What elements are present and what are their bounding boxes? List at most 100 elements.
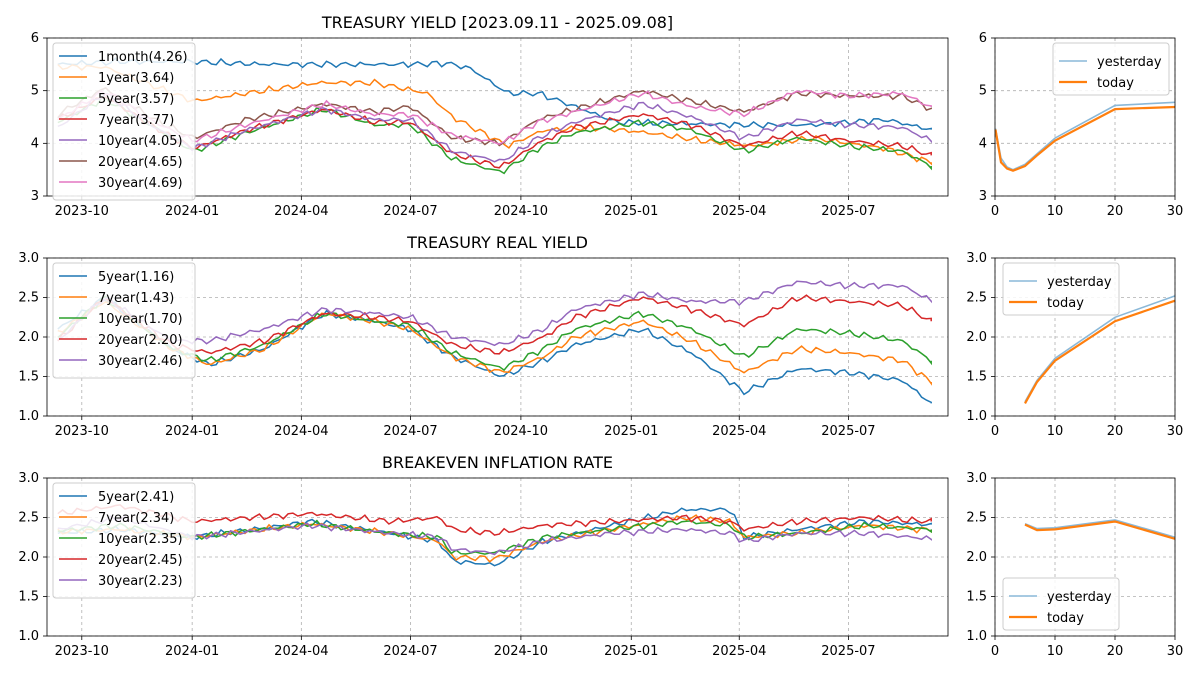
curve-chart-nominal: 3 4 5 6 0 10 20 30 yesterday today bbox=[979, 31, 1184, 219]
legend-label: 10year(1.70) bbox=[98, 312, 183, 327]
chart-nominal: TREASURY YIELD [2023.09.11 - 2025.09.08]… bbox=[31, 13, 949, 219]
curve-legend-label: yesterday bbox=[1097, 55, 1162, 70]
series-line-0 bbox=[57, 507, 932, 567]
x-tick-label: 2025-07 bbox=[821, 424, 875, 439]
legend-box bbox=[52, 42, 196, 201]
y-tick-label: 1.5 bbox=[18, 370, 39, 385]
chart-real: TREASURY REAL YIELD 1.0 1.5 2.0 2.5 3.0 2023-1… bbox=[18, 233, 949, 439]
legend-label: 1year(3.64) bbox=[98, 71, 174, 86]
x-tick-label: 30 bbox=[1167, 424, 1184, 439]
y-tick-label: 5 bbox=[31, 84, 39, 99]
y-tick-label: 3.0 bbox=[18, 471, 39, 486]
y-tick-label: 1.5 bbox=[966, 370, 987, 385]
y-tick-label: 6 bbox=[979, 31, 987, 46]
y-tick-label: 5 bbox=[979, 84, 987, 99]
legend-label: 10year(2.35) bbox=[98, 532, 183, 547]
y-tick-label: 1.0 bbox=[18, 409, 39, 424]
curve-line-yesterday bbox=[1024, 519, 1176, 539]
chart-title: BREAKEVEN INFLATION RATE bbox=[382, 453, 613, 472]
y-tick-label: 1.5 bbox=[18, 590, 39, 605]
x-tick-label: 2024-07 bbox=[383, 424, 437, 439]
curve-chart-real: 1.0 1.5 2.0 2.5 3.0 0 10 20 30 yesterday today bbox=[966, 251, 1183, 439]
y-tick-label: 2.0 bbox=[18, 550, 39, 565]
y-tick-label: 3 bbox=[979, 189, 987, 204]
curve-frame bbox=[994, 477, 1176, 637]
y-tick-label: 2.0 bbox=[18, 330, 39, 345]
x-tick-label: 2025-04 bbox=[712, 424, 766, 439]
legend-label: 5year(1.16) bbox=[98, 270, 174, 285]
legend: 5year(1.16) 7year(1.43) 10year(1.70) 20year… bbox=[52, 262, 196, 379]
legend-label: 5year(2.41) bbox=[98, 490, 174, 505]
x-tick-label: 2024-07 bbox=[383, 644, 437, 659]
legend-label: 30year(4.69) bbox=[98, 176, 183, 191]
y-tick-label: 2.5 bbox=[18, 291, 39, 306]
legend-label: 5year(3.57) bbox=[98, 92, 174, 107]
y-tick-label: 4 bbox=[31, 136, 39, 151]
x-tick-label: 2024-10 bbox=[494, 204, 548, 219]
curve-line-today bbox=[994, 105, 1176, 172]
x-tick-label: 10 bbox=[1047, 644, 1064, 659]
y-tick-label: 3.0 bbox=[18, 251, 39, 266]
x-tick-label: 2024-04 bbox=[274, 644, 328, 659]
x-tick-label: 2024-07 bbox=[383, 204, 437, 219]
series-line-1 bbox=[57, 63, 932, 166]
legend-label: 20year(2.45) bbox=[98, 553, 183, 568]
x-tick-label: 0 bbox=[991, 644, 999, 659]
curve-chart-breakeven: 1.0 1.5 2.0 2.5 3.0 0 10 20 30 yesterday today bbox=[966, 471, 1183, 659]
curve-legend: yesterday today bbox=[1002, 262, 1120, 316]
series-line-3 bbox=[57, 96, 932, 169]
x-tick-label: 10 bbox=[1047, 424, 1064, 439]
y-tick-label: 3 bbox=[31, 189, 39, 204]
series-line-3 bbox=[57, 504, 932, 536]
y-tick-label: 3.0 bbox=[966, 251, 987, 266]
x-tick-label: 2025-04 bbox=[712, 204, 766, 219]
curve-line-today bbox=[1024, 520, 1176, 540]
legend-label: 1month(4.26) bbox=[98, 50, 188, 65]
legend-box bbox=[52, 262, 196, 379]
legend-label: 7year(1.43) bbox=[98, 291, 174, 306]
y-tick-label: 2.5 bbox=[18, 511, 39, 526]
plot-frame bbox=[46, 477, 949, 637]
x-tick-label: 30 bbox=[1167, 204, 1184, 219]
x-tick-label: 0 bbox=[991, 424, 999, 439]
x-tick-label: 2025-01 bbox=[604, 204, 658, 219]
legend-box bbox=[52, 482, 196, 599]
x-tick-label: 2024-10 bbox=[494, 424, 548, 439]
series-line-4 bbox=[57, 93, 932, 163]
chart-breakeven: BREAKEVEN INFLATION RATE 1.0 1.5 2.0 2.5 3.0 2… bbox=[18, 453, 949, 659]
curve-legend-label: today bbox=[1097, 76, 1134, 91]
y-tick-label: 1.5 bbox=[966, 590, 987, 605]
y-tick-label: 6 bbox=[31, 31, 39, 46]
x-tick-label: 2024-04 bbox=[274, 424, 328, 439]
x-tick-label: 2024-10 bbox=[494, 644, 548, 659]
x-tick-label: 2025-01 bbox=[604, 644, 658, 659]
series-line-6 bbox=[57, 89, 932, 146]
x-tick-label: 2024-01 bbox=[165, 204, 219, 219]
x-tick-label: 30 bbox=[1167, 644, 1184, 659]
legend-label: 30year(2.23) bbox=[98, 574, 183, 589]
chart-title: TREASURY YIELD [2023.09.11 - 2025.09.08] bbox=[321, 13, 673, 32]
x-tick-label: 10 bbox=[1047, 204, 1064, 219]
y-tick-label: 2.0 bbox=[966, 550, 987, 565]
chart-title: TREASURY REAL YIELD bbox=[406, 233, 588, 252]
series-line-1 bbox=[57, 300, 932, 386]
curve-line-today bbox=[1024, 299, 1176, 404]
curve-legend-label: yesterday bbox=[1047, 590, 1112, 605]
series-line-4 bbox=[57, 515, 932, 556]
y-tick-label: 2.5 bbox=[966, 291, 987, 306]
y-tick-label: 2.0 bbox=[966, 330, 987, 345]
curve-legend-label: today bbox=[1047, 296, 1084, 311]
legend-label: 7year(2.34) bbox=[98, 511, 174, 526]
x-tick-label: 20 bbox=[1107, 424, 1124, 439]
legend-label: 10year(4.05) bbox=[98, 134, 183, 149]
x-tick-label: 2025-07 bbox=[821, 644, 875, 659]
x-tick-label: 2024-01 bbox=[165, 424, 219, 439]
curve-frame bbox=[994, 257, 1176, 417]
y-tick-label: 1.0 bbox=[966, 409, 987, 424]
x-tick-label: 2023-10 bbox=[55, 204, 109, 219]
plot-frame bbox=[46, 37, 949, 197]
curve-frame bbox=[994, 37, 1176, 197]
series-line-2 bbox=[57, 96, 932, 175]
legend-label: 30year(2.46) bbox=[98, 354, 183, 369]
